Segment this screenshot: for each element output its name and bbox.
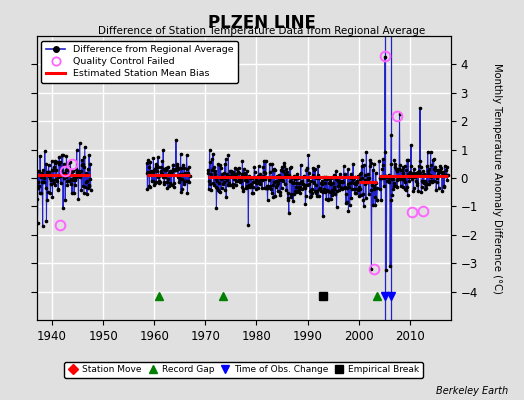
Text: PLZEN LINE: PLZEN LINE <box>208 14 316 32</box>
Legend: Station Move, Record Gap, Time of Obs. Change, Empirical Break: Station Move, Record Gap, Time of Obs. C… <box>64 362 423 378</box>
Y-axis label: Monthly Temperature Anomaly Difference (°C): Monthly Temperature Anomaly Difference (… <box>492 62 501 294</box>
Text: Difference of Station Temperature Data from Regional Average: Difference of Station Temperature Data f… <box>99 26 425 36</box>
Text: Berkeley Earth: Berkeley Earth <box>436 386 508 396</box>
